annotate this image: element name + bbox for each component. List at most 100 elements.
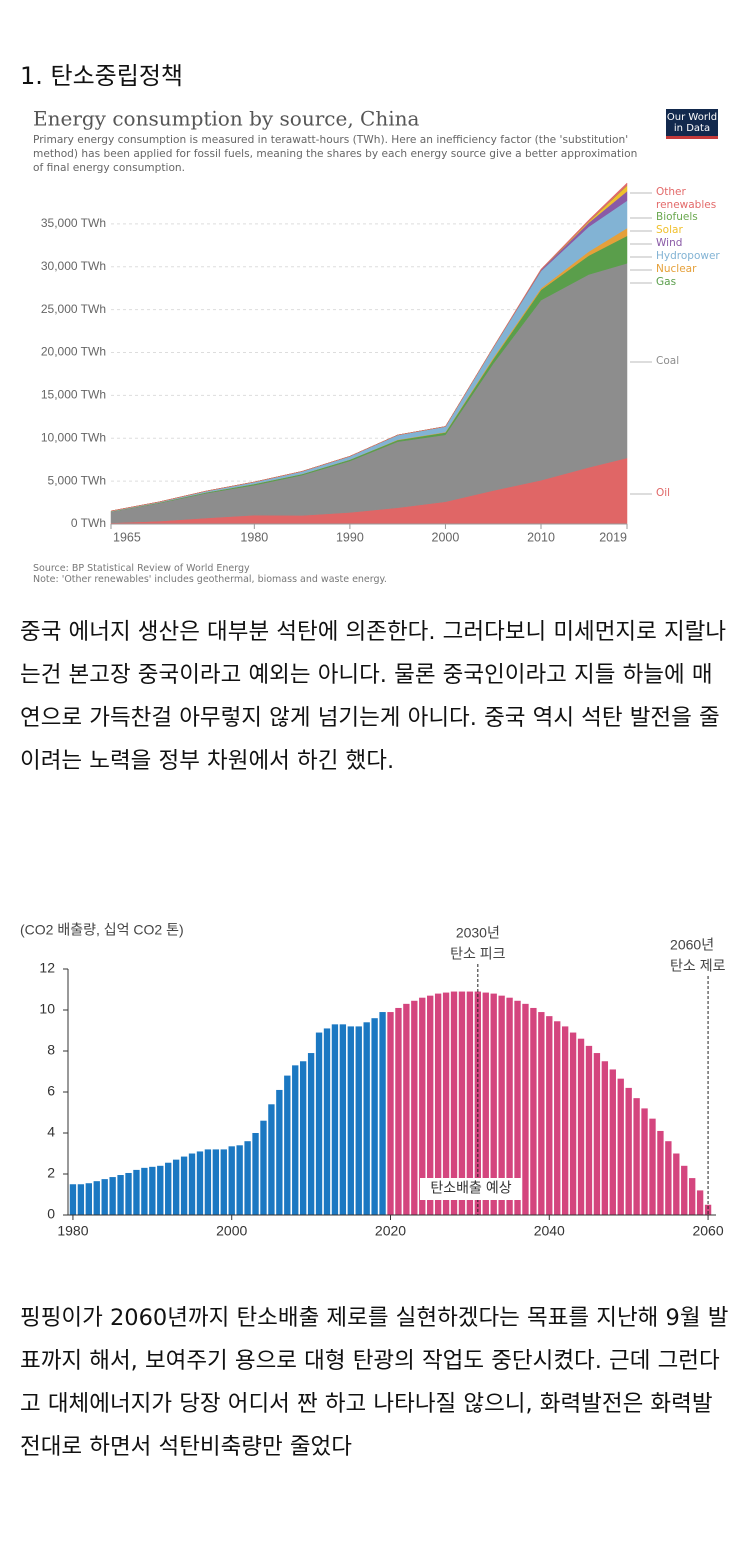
bar: [315, 1032, 323, 1215]
legend-label: Gas: [656, 276, 677, 288]
y-tick-label: 35,000 TWh: [41, 216, 106, 230]
chart-title: Energy consumption by source, China: [33, 107, 420, 131]
bar: [665, 1141, 672, 1215]
bar: [355, 1026, 362, 1215]
note: Note: 'Other renewables' includes geothe…: [33, 574, 387, 585]
bar: [617, 1078, 624, 1215]
legend-label: Oil: [656, 487, 671, 499]
bar: [514, 1000, 521, 1215]
legend-label: Nuclear: [656, 263, 697, 275]
bar: [109, 1177, 116, 1215]
x-tick-label: 1965: [113, 530, 141, 544]
y-tick-label: 15,000 TWh: [41, 388, 106, 402]
bar: [538, 1012, 545, 1215]
y-tick-label: 0: [47, 1206, 55, 1222]
bar: [522, 1003, 529, 1215]
bar: [228, 1146, 235, 1215]
bar: [609, 1069, 616, 1215]
bar: [331, 1024, 339, 1215]
bar: [649, 1118, 656, 1215]
bar: [157, 1165, 164, 1215]
y-tick-label: 5,000 TWh: [48, 473, 106, 487]
x-tick-label: 2020: [375, 1223, 406, 1239]
bar: [188, 1153, 196, 1215]
bar: [490, 993, 497, 1215]
bar: [395, 1007, 402, 1215]
bar: [625, 1087, 632, 1215]
bar: [299, 1061, 307, 1215]
paragraph: 중국 에너지 생산은 대부분 석탄에 의존한다. 그러다보니 미세먼지로 지랄나…: [20, 619, 727, 774]
x-tick-label: 2040: [534, 1223, 565, 1239]
source: Source: BP Statistical Review of World E…: [33, 563, 250, 574]
legend-label: Hydropower: [656, 250, 720, 262]
x-tick-label: 1980: [240, 530, 268, 544]
bar: [633, 1098, 640, 1215]
bar: [696, 1190, 704, 1215]
bar: [546, 1016, 553, 1215]
bar: [204, 1149, 212, 1215]
bar: [252, 1133, 259, 1215]
bar: [601, 1061, 609, 1215]
bar: [403, 1003, 410, 1215]
bar: [117, 1175, 124, 1215]
bar: [363, 1022, 370, 1215]
bar: [244, 1141, 251, 1215]
legend-label: Solar: [656, 224, 683, 236]
bar: [673, 1153, 680, 1215]
y-axis-label: (CO2 배출량, 십억 CO2 톤): [20, 922, 184, 938]
bar: [657, 1130, 664, 1215]
x-tick-label: 2000: [432, 530, 460, 544]
bar: [85, 1183, 92, 1215]
annotation: 2030년: [456, 925, 500, 941]
bar: [307, 1053, 315, 1215]
heading: 1. 탄소중립정책: [20, 62, 184, 90]
bar: [133, 1169, 140, 1215]
bar: [498, 995, 505, 1215]
bar: [149, 1166, 156, 1215]
bar: [284, 1075, 291, 1215]
bar: [482, 992, 489, 1215]
bar: [561, 1026, 569, 1215]
bar: [212, 1149, 220, 1215]
bar: [93, 1181, 100, 1215]
legend-label: Coal: [656, 355, 680, 367]
legend-label: Wind: [656, 237, 683, 249]
bar: [689, 1178, 696, 1215]
y-tick-label: 25,000 TWh: [41, 302, 106, 316]
annotation: 2060년: [670, 937, 714, 953]
bar: [220, 1149, 227, 1215]
y-tick-label: 10: [39, 1001, 55, 1017]
logo: Our World in Data: [666, 109, 718, 139]
bar: [172, 1159, 180, 1215]
bar: [387, 1012, 394, 1215]
bar: [450, 991, 458, 1215]
bar: [260, 1120, 267, 1215]
y-tick-label: 20,000 TWh: [41, 345, 106, 359]
y-tick-label: 4: [47, 1124, 55, 1140]
bar: [101, 1179, 108, 1215]
y-tick-label: 0 TWh: [71, 516, 106, 530]
bar: [411, 1000, 418, 1215]
x-tick-label: 2000: [216, 1223, 247, 1239]
bar: [236, 1145, 243, 1215]
x-tick-label: 1990: [336, 530, 364, 544]
bar: [125, 1172, 132, 1215]
bar: [554, 1021, 561, 1215]
area: [110, 182, 628, 512]
region-label-box: [420, 1178, 522, 1200]
bar: [593, 1053, 601, 1215]
bar: [419, 997, 426, 1215]
bar: [434, 993, 442, 1215]
bar: [569, 1032, 577, 1215]
bar: [442, 992, 450, 1215]
bar: [530, 1007, 537, 1215]
bar: [474, 991, 482, 1215]
bar: [69, 1184, 77, 1215]
bar: [681, 1165, 688, 1215]
paragraph: 핑핑이가 2060년까지 탄소배출 제로를 실현하겠다는 목표를 지난해 9월 …: [20, 1305, 729, 1460]
bar: [77, 1184, 85, 1215]
x-tick-label: 2019: [599, 530, 627, 544]
bar: [585, 1045, 593, 1215]
